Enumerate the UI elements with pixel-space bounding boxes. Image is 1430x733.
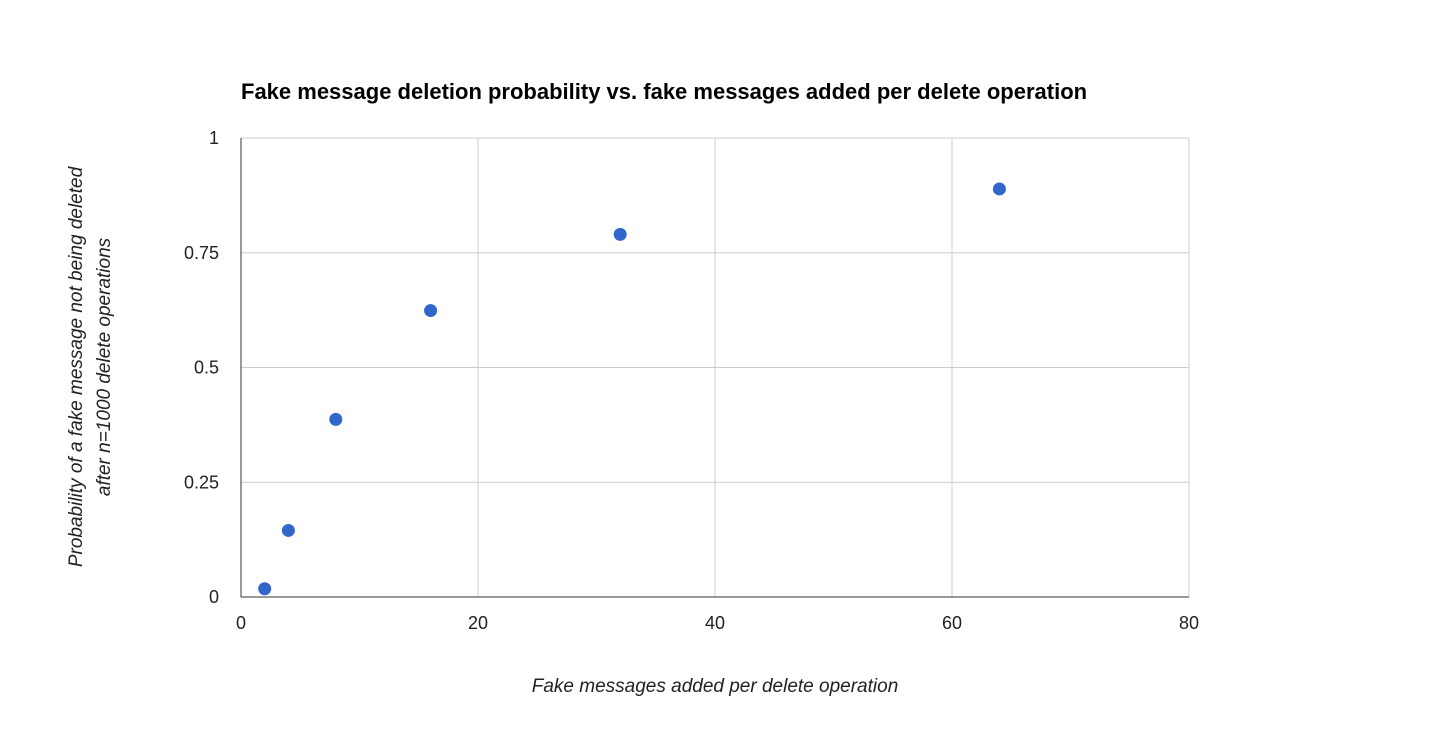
y-axis-title: Probability of a fake message not being …: [66, 165, 115, 567]
y-axis-title-line-1: Probability of a fake message not being …: [66, 165, 87, 567]
y-tick-label: 0.75: [184, 243, 219, 263]
x-tick-label: 60: [942, 613, 962, 633]
x-tick-label: 80: [1179, 613, 1199, 633]
x-tick-label: 20: [468, 613, 488, 633]
y-tick-label: 0.5: [194, 358, 219, 378]
axes: [240, 138, 1189, 598]
gridlines: [241, 137, 1190, 597]
y-tick-label: 0: [209, 587, 219, 607]
data-point: [258, 582, 272, 596]
x-tick-label: 40: [705, 613, 725, 633]
data-point: [992, 182, 1006, 196]
x-tick-label: 0: [236, 613, 246, 633]
data-point: [281, 523, 295, 537]
x-tick-labels: 0 20 40 60 80: [236, 613, 1199, 633]
y-tick-labels: 0 0.25 0.5 0.75 1: [184, 128, 219, 607]
y-tick-label: 1: [209, 128, 219, 148]
data-point: [424, 304, 438, 318]
x-axis-title: Fake messages added per delete operation: [532, 676, 899, 697]
data-point: [329, 412, 343, 426]
data-point: [613, 227, 627, 241]
data-points: [258, 182, 1006, 596]
chart-title: Fake message deletion probability vs. fa…: [241, 79, 1087, 104]
y-tick-label: 0.25: [184, 472, 219, 492]
y-axis-title-line-2: after n=1000 delete operations: [94, 237, 115, 496]
